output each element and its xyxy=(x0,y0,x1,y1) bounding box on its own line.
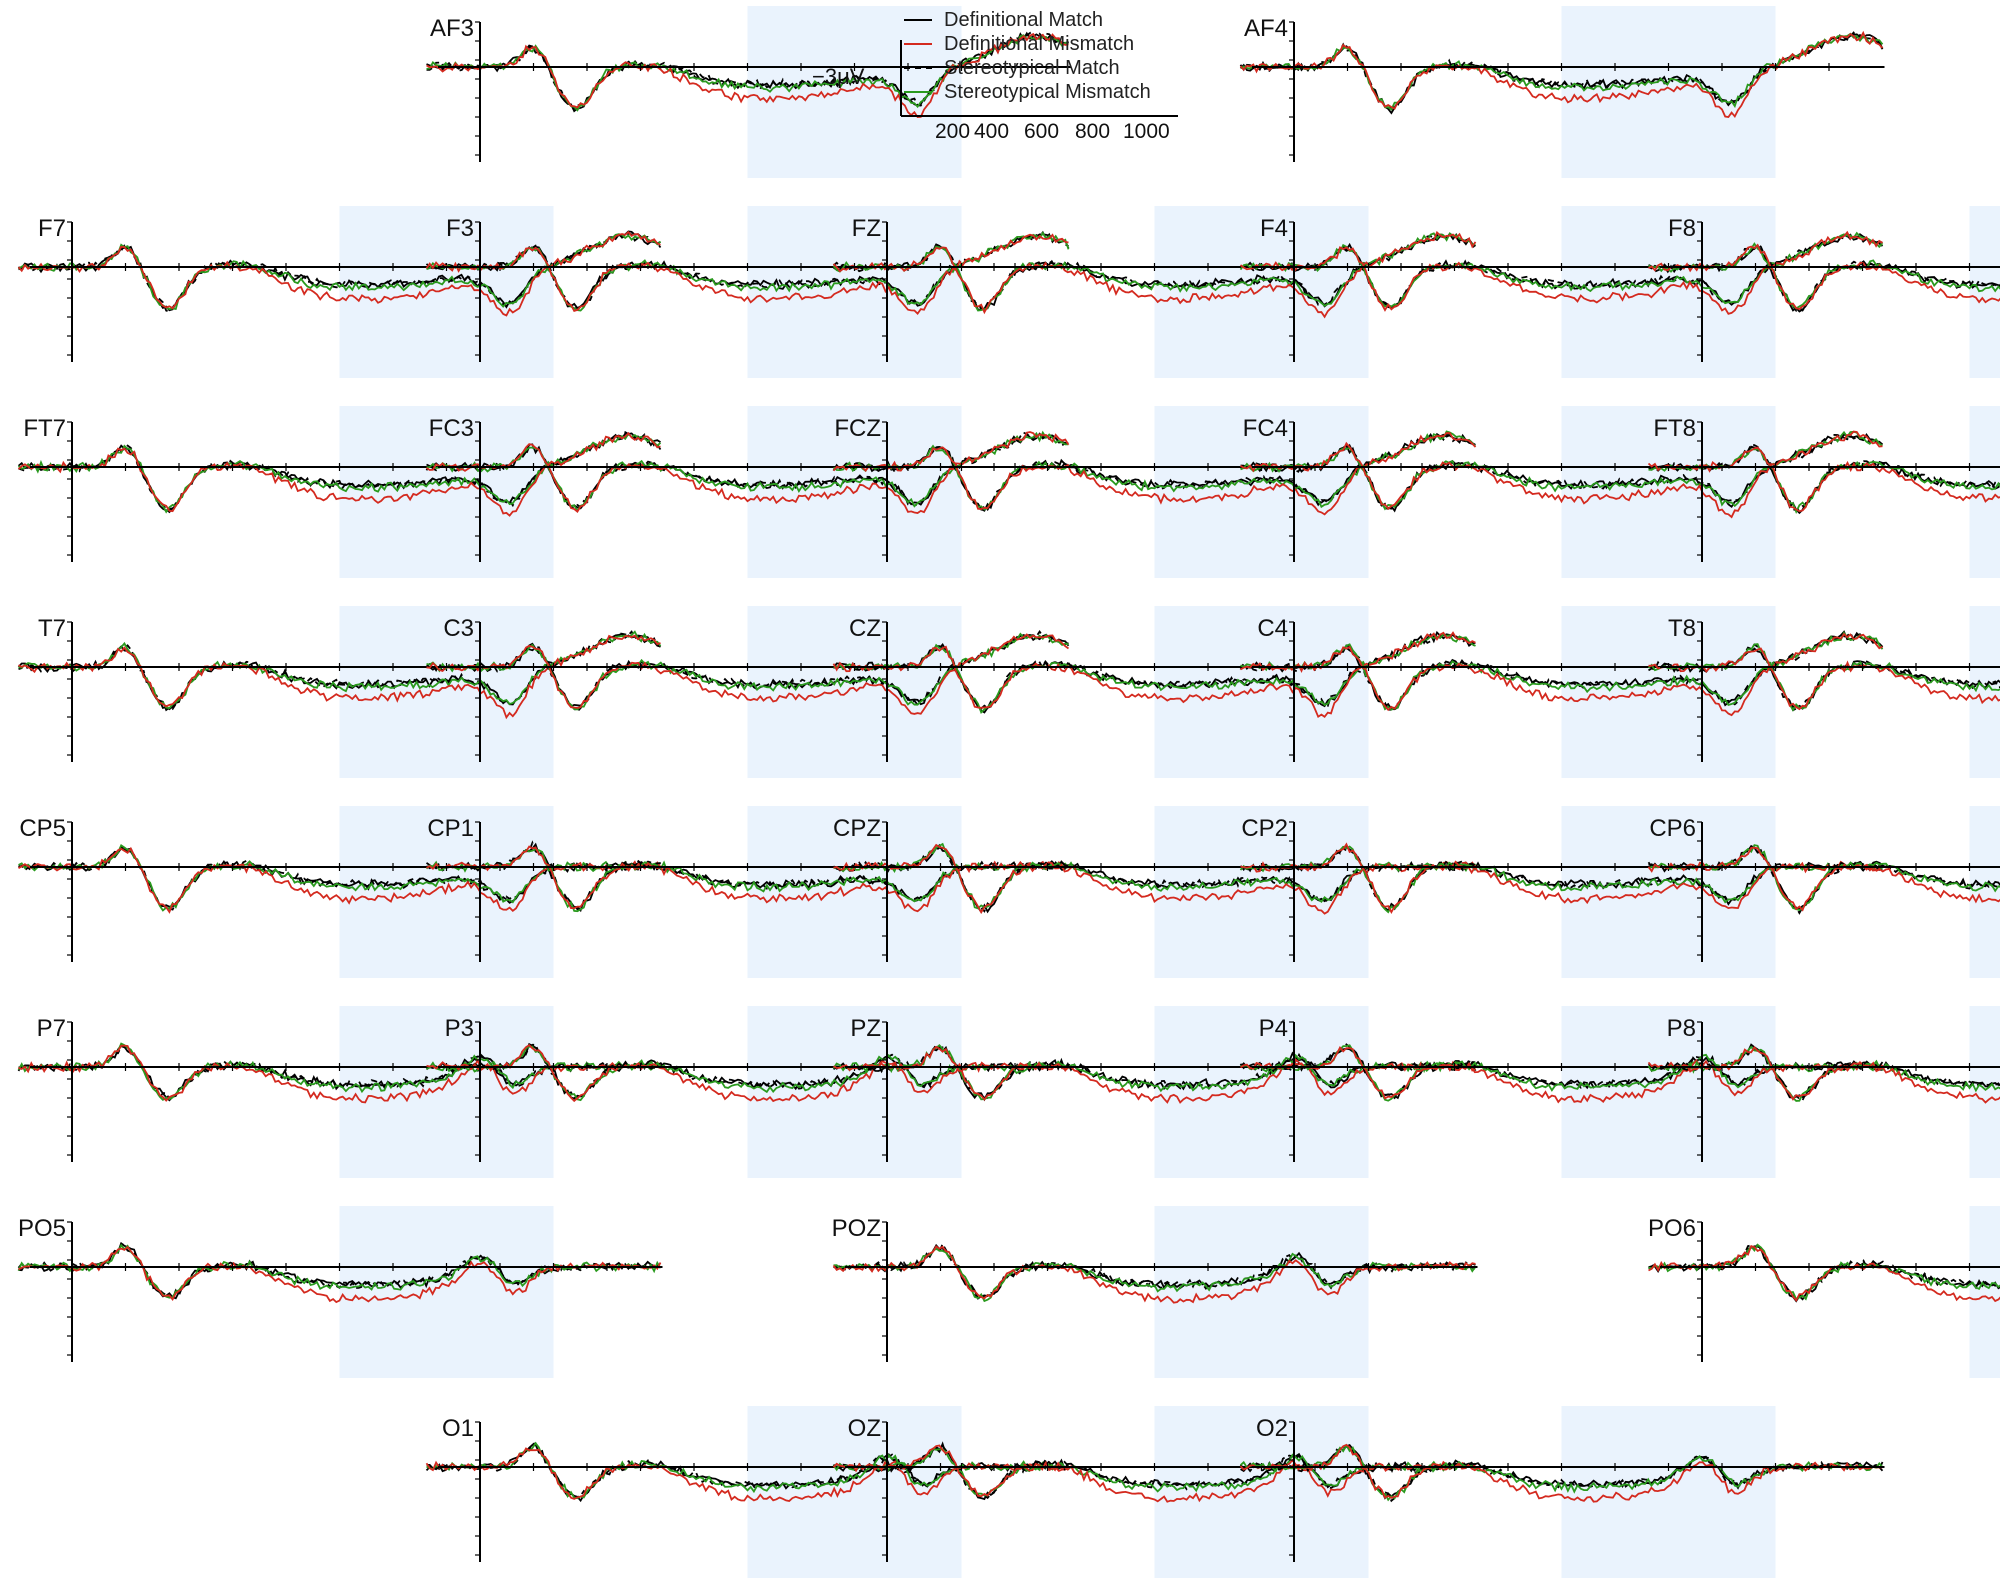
electrode-panel: PO5 xyxy=(18,1206,663,1378)
electrode-label: POZ xyxy=(832,1215,881,1242)
analysis-window xyxy=(1155,1206,1369,1378)
analysis-window xyxy=(1970,406,2000,578)
electrode-label: FZ xyxy=(852,215,881,242)
electrode-label: C3 xyxy=(443,615,474,642)
electrode-label: CZ xyxy=(849,615,881,642)
legend-swatch xyxy=(904,67,932,69)
electrode-label: FCZ xyxy=(834,415,881,442)
electrode-panel: F7 xyxy=(19,206,663,378)
electrode-label: FC3 xyxy=(429,415,474,442)
electrode-panel: F8 xyxy=(1649,206,2000,378)
electrode-panel: CP5 xyxy=(19,806,663,978)
electrode-label: AF3 xyxy=(430,15,474,42)
electrode-label: OZ xyxy=(848,1415,881,1442)
electrode-label: CP2 xyxy=(1241,815,1288,842)
scale-bar-label: −3μV xyxy=(812,64,864,90)
electrode-label: AF4 xyxy=(1244,15,1288,42)
legend-swatch xyxy=(904,19,932,21)
legend-swatch xyxy=(904,43,932,45)
scale-tick-label: 600 xyxy=(1024,120,1059,144)
electrode-panel: POZ xyxy=(832,1206,1478,1378)
analysis-window xyxy=(1970,606,2000,778)
electrode-panel: T8 xyxy=(1649,606,2000,778)
analysis-window xyxy=(1970,1006,2000,1178)
electrode-label: PZ xyxy=(850,1015,881,1042)
scale-tick-label: 400 xyxy=(974,120,1009,144)
scale-tick-label: 200 xyxy=(935,120,970,144)
electrode-label: O1 xyxy=(442,1415,474,1442)
legend: −3μV 200 400 600 800 1000 Definitional M… xyxy=(812,4,1212,144)
legend-swatch xyxy=(904,91,932,93)
electrode-label: PO5 xyxy=(18,1215,66,1242)
electrode-panel: PO6 xyxy=(1648,1206,2000,1378)
electrode-label: P3 xyxy=(445,1015,474,1042)
electrode-label: C4 xyxy=(1257,615,1288,642)
electrode-label: T8 xyxy=(1668,615,1696,642)
electrode-label: FT7 xyxy=(23,415,66,442)
electrode-label: F4 xyxy=(1260,215,1288,242)
electrode-label: F7 xyxy=(38,215,66,242)
electrode-panel: FT8 xyxy=(1649,406,2000,578)
electrode-panel: T7 xyxy=(19,606,663,778)
electrode-label: CP5 xyxy=(19,815,66,842)
electrode-label: CP1 xyxy=(427,815,474,842)
electrode-label: F3 xyxy=(446,215,474,242)
electrode-label: FC4 xyxy=(1243,415,1288,442)
legend-label: Definitional Match xyxy=(944,8,1103,32)
electrode-label: T7 xyxy=(38,615,66,642)
electrode-label: P7 xyxy=(37,1015,66,1042)
electrode-label: P8 xyxy=(1667,1015,1696,1042)
electrode-label: CP6 xyxy=(1649,815,1696,842)
scale-tick-label: 800 xyxy=(1075,120,1110,144)
analysis-window xyxy=(1562,1406,1776,1578)
electrode-label: P4 xyxy=(1259,1015,1288,1042)
electrode-panel: FT7 xyxy=(19,406,663,578)
electrode-label: PO6 xyxy=(1648,1215,1696,1242)
electrode-label: FT8 xyxy=(1653,415,1696,442)
electrode-panel: AF4 xyxy=(1241,6,1885,178)
electrode-label: O2 xyxy=(1256,1415,1288,1442)
analysis-window xyxy=(1970,1206,2000,1378)
legend-label: Definitional Mismatch xyxy=(944,32,1134,56)
analysis-window xyxy=(1562,6,1776,178)
electrode-panel: P8 xyxy=(1649,1006,2000,1178)
electrode-label: CPZ xyxy=(833,815,881,842)
electrode-panel: CP6 xyxy=(1649,806,2000,978)
legend-label: Stereotypical Match xyxy=(944,56,1120,80)
legend-label: Stereotypical Mismatch xyxy=(944,80,1151,104)
scale-tick-label: 1000 xyxy=(1123,120,1170,144)
electrode-label: F8 xyxy=(1668,215,1696,242)
